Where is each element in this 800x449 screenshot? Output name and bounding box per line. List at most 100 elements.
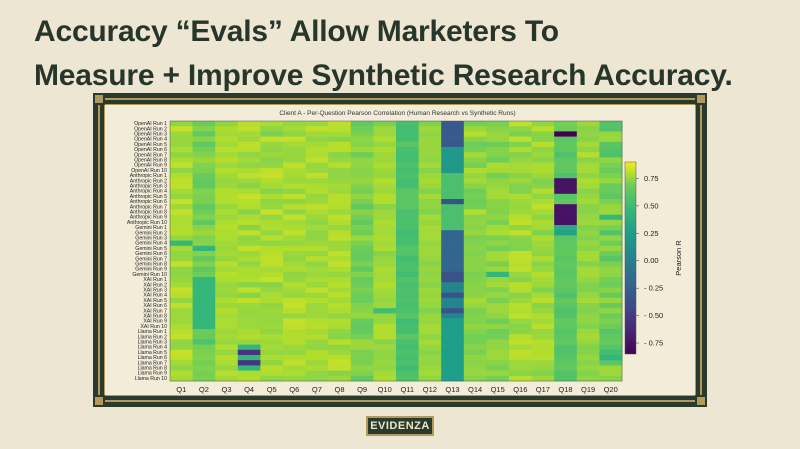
colorbar-tick-label: - 0.75 — [644, 339, 663, 348]
heatmap-cell — [305, 152, 329, 158]
heatmap-cell — [170, 355, 193, 361]
heatmap-cell — [237, 141, 261, 148]
heatmap-cell — [418, 162, 442, 169]
heatmap-cell — [192, 344, 216, 351]
heatmap-cell — [531, 126, 555, 132]
heatmap-cell — [463, 266, 487, 273]
heatmap-cell — [237, 261, 261, 267]
heatmap-cell — [350, 334, 374, 340]
heatmap-cell — [554, 245, 578, 252]
heatmap-cell — [328, 266, 352, 273]
heatmap-cell — [170, 225, 193, 231]
heatmap-cell — [170, 297, 193, 304]
heatmap-cell — [350, 339, 374, 345]
heatmap-cell — [373, 349, 397, 356]
heatmap-cell — [599, 235, 623, 241]
heatmap-cell — [554, 131, 578, 137]
heatmap-cell — [328, 157, 352, 163]
heatmap-cell — [509, 157, 532, 163]
heatmap-cell — [237, 183, 261, 189]
heatmap-cell — [237, 230, 261, 236]
heatmap-cell — [283, 308, 306, 314]
heatmap-cell — [396, 308, 419, 314]
heatmap-cell — [486, 225, 510, 231]
heatmap-cell — [283, 355, 306, 361]
y-tick-label: Gemini Run 7 — [135, 256, 167, 262]
heatmap-cell — [509, 209, 532, 215]
heatmap-cell — [305, 344, 329, 351]
heatmap-cell — [328, 225, 352, 231]
heatmap-cell — [486, 365, 510, 371]
heatmap-cell — [373, 204, 397, 210]
heatmap-cell — [283, 292, 306, 299]
heatmap-cell — [576, 303, 600, 309]
heatmap-cell — [463, 225, 487, 231]
heatmap-cell — [283, 245, 306, 252]
heatmap-cell — [237, 308, 261, 314]
heatmap-cell — [283, 162, 306, 169]
y-tick-label: Llama Run 10 — [135, 376, 167, 382]
heatmap-cell — [237, 204, 261, 210]
heatmap-cell — [237, 334, 261, 340]
heatmap-cell — [554, 214, 578, 221]
heatmap-cell — [599, 240, 623, 247]
heatmap-cell — [531, 235, 555, 241]
heatmap-cell — [576, 178, 600, 184]
x-tick-label: Q19 — [581, 385, 595, 394]
x-tick-label: Q2 — [199, 385, 209, 394]
heatmap-cell — [441, 329, 465, 335]
heatmap-cell — [463, 256, 487, 262]
heatmap-cell — [260, 183, 284, 189]
heatmap-cell — [170, 136, 193, 143]
heatmap-cell — [441, 167, 465, 174]
heatmap-cell — [509, 329, 532, 335]
heatmap-cell — [418, 173, 442, 179]
heatmap-cell — [463, 329, 487, 335]
heatmap-cell — [576, 282, 600, 288]
heatmap-cell — [441, 266, 465, 273]
heatmap-cell — [260, 209, 284, 215]
heatmap-cell — [328, 178, 352, 184]
heatmap-cell — [170, 183, 193, 189]
heatmap-cell — [328, 199, 352, 205]
heatmap-cell — [237, 277, 261, 283]
heatmap-cell — [215, 256, 239, 262]
heatmap-cell — [463, 308, 487, 314]
heatmap-cell — [418, 204, 442, 210]
heatmap-cell — [599, 230, 623, 236]
heatmap-cell — [192, 219, 216, 226]
heatmap-cell — [554, 349, 578, 356]
heatmap-cell — [554, 209, 578, 215]
heatmap-cell — [170, 152, 193, 158]
x-tick-label: Q7 — [312, 385, 322, 394]
heatmap-cell — [441, 360, 465, 366]
heatmap-cell — [463, 162, 487, 169]
heatmap-cell — [328, 271, 352, 278]
heatmap-cell — [396, 178, 419, 184]
heatmap-cell — [350, 292, 374, 299]
heatmap-cell — [373, 323, 397, 330]
heatmap-cell — [328, 162, 352, 169]
heatmap-cell — [599, 147, 623, 153]
heatmap-cell — [463, 141, 487, 148]
heatmap-cell — [441, 261, 465, 267]
heatmap-cell — [531, 318, 555, 325]
heatmap-cell — [396, 126, 419, 132]
heatmap-cell — [305, 204, 329, 210]
heatmap-cell — [554, 204, 578, 210]
heatmap-cell — [531, 245, 555, 252]
heatmap-cell — [418, 219, 442, 226]
heatmap-cell — [576, 199, 600, 205]
heatmap-cell — [486, 204, 510, 210]
heatmap-cell — [463, 251, 487, 257]
heatmap-cell — [373, 162, 397, 169]
heatmap-cell — [237, 297, 261, 304]
heatmap-cell — [328, 147, 352, 153]
heatmap-cell — [486, 173, 510, 179]
heatmap-cell — [599, 214, 623, 221]
y-tick-label: Anthropic Run 8 — [130, 209, 167, 215]
y-tick-label: XAI Run 10 — [140, 324, 167, 330]
heatmap-cell — [486, 375, 510, 382]
heatmap-cell — [441, 136, 465, 143]
heatmap-cell — [554, 178, 578, 184]
